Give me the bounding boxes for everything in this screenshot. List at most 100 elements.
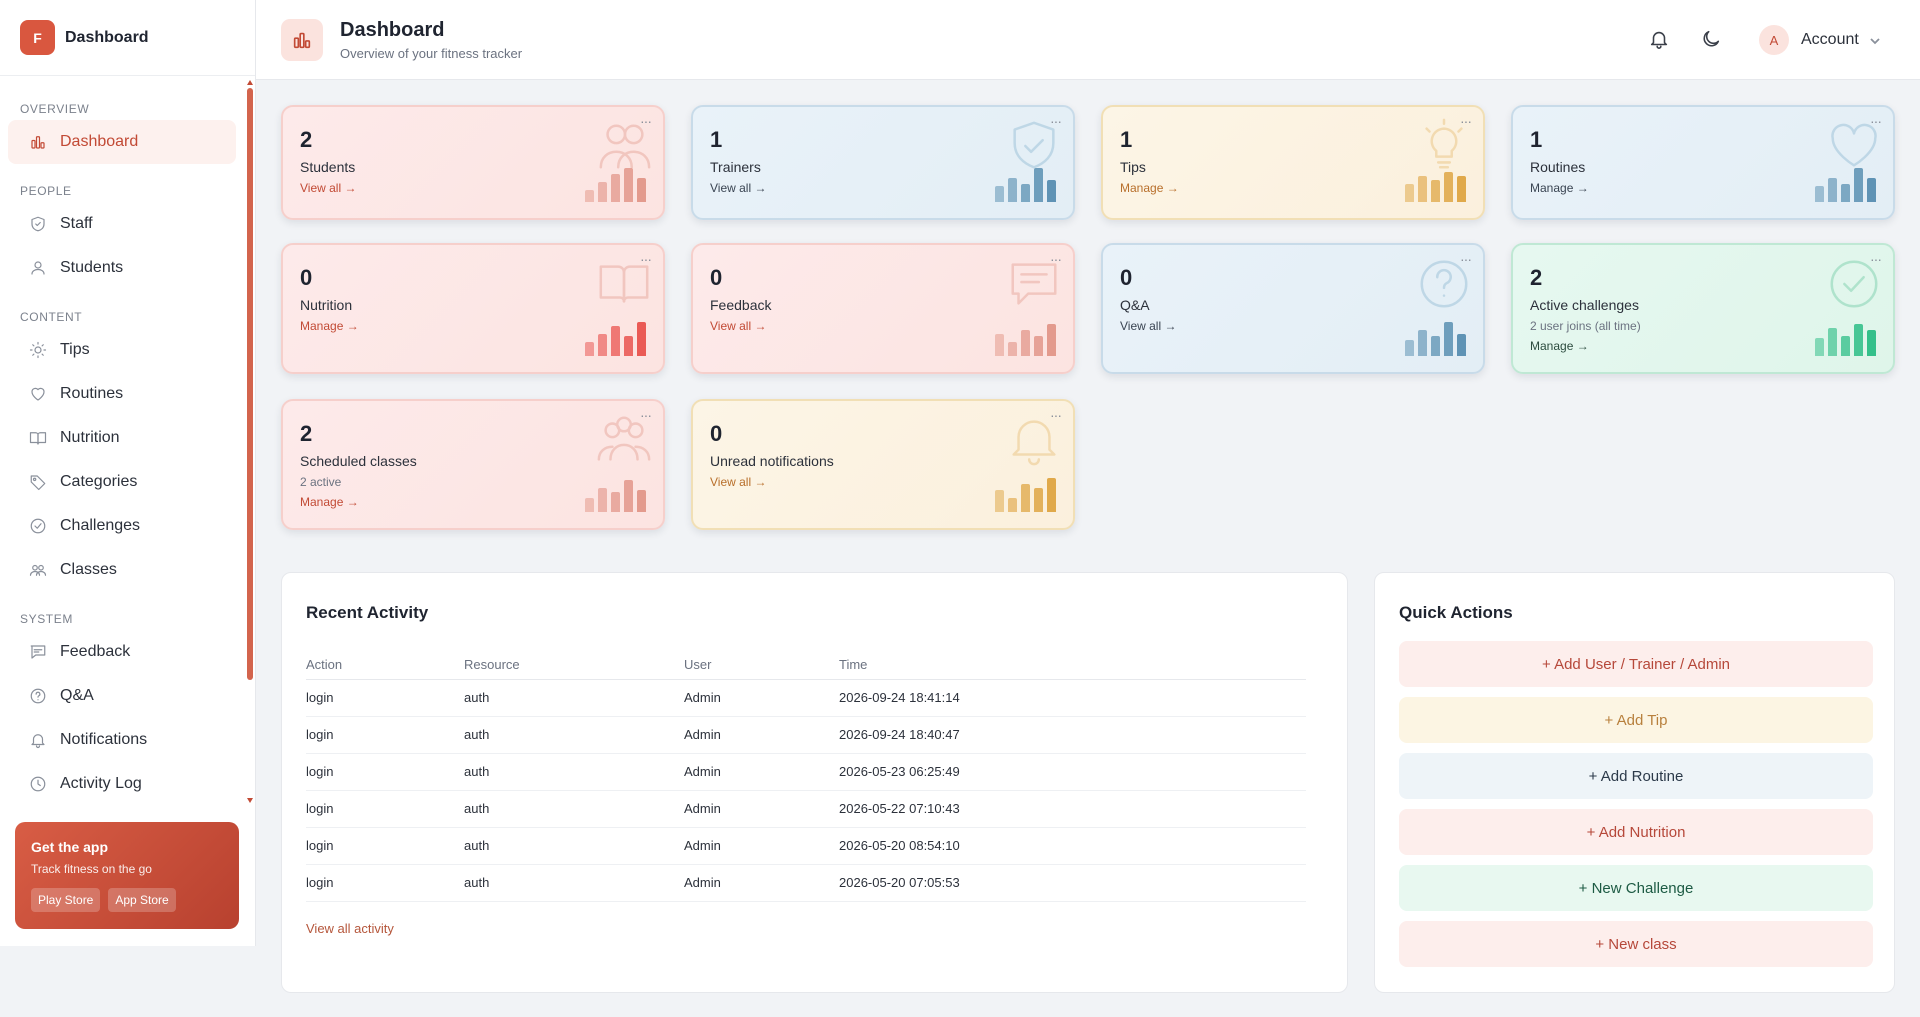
mini-bar [1841, 336, 1850, 356]
cell-user: Admin [684, 679, 839, 717]
sidebar-item-students[interactable]: Students [8, 246, 236, 290]
sidebar-item-nutrition[interactable]: Nutrition [8, 416, 236, 460]
scroll-up-arrow-icon[interactable] [247, 80, 253, 85]
mini-bar [1867, 330, 1876, 356]
view-all-link[interactable]: View all → [710, 475, 767, 489]
bar-chart-icon [293, 32, 311, 49]
sidebar-item-tips[interactable]: Tips [8, 328, 236, 372]
add-routine-button[interactable]: + Add Routine [1399, 753, 1873, 799]
get-app-subtitle: Track fitness on the go [31, 862, 152, 876]
more-icon[interactable]: ··· [1870, 251, 1882, 267]
group-icon [597, 416, 651, 461]
sidebar-item-staff[interactable]: Staff [8, 202, 236, 246]
brand[interactable]: F Dashboard [0, 0, 255, 76]
section-system: SYSTEM [20, 612, 73, 626]
more-icon[interactable]: ··· [1870, 113, 1882, 129]
mini-bar [598, 334, 607, 356]
view-all-link[interactable]: View all → [710, 319, 767, 333]
scrollbar-thumb[interactable] [247, 88, 253, 680]
manage-link[interactable]: Manage → [300, 319, 359, 333]
mini-bar [611, 174, 620, 202]
sidebar-item-feedback[interactable]: Feedback [8, 630, 236, 674]
message-icon [1011, 263, 1057, 305]
add-nutrition-button[interactable]: + Add Nutrition [1399, 809, 1873, 855]
new-class-button[interactable]: + New class [1399, 921, 1873, 967]
more-icon[interactable]: ··· [1050, 407, 1062, 423]
sidebar-item-notifications[interactable]: Notifications [8, 718, 236, 762]
cell-user: Admin [684, 864, 839, 902]
column-header: Time [839, 651, 1306, 680]
sidebar-item-classes[interactable]: Classes [8, 548, 236, 592]
stat-card-active-challenges[interactable]: 2 Active challenges 2 user joins (all ti… [1511, 243, 1895, 374]
cell-time: 2026-05-23 06:25:49 [839, 753, 1306, 791]
account-menu[interactable]: A Account [1759, 22, 1881, 58]
mini-bar-chart [1815, 168, 1876, 202]
view-all-link[interactable]: View all → [300, 181, 357, 195]
stat-card-scheduled-classes[interactable]: 2 Scheduled classes 2 active Manage → ··… [281, 399, 665, 530]
stat-card-tips[interactable]: 1 Tips Manage → ··· [1101, 105, 1485, 220]
sidebar-item-categories[interactable]: Categories [8, 460, 236, 504]
table-header-row: Action Resource User Time [306, 651, 1306, 680]
theme-toggle-button[interactable] [1700, 28, 1722, 50]
add-tip-button[interactable]: + Add Tip [1399, 697, 1873, 743]
stat-card-trainers[interactable]: 1 Trainers View all → ··· [691, 105, 1075, 220]
view-all-link[interactable]: View all → [1120, 319, 1177, 333]
mini-bar [1405, 184, 1414, 202]
manage-link[interactable]: Manage → [300, 495, 359, 509]
manage-link[interactable]: Manage → [1530, 181, 1589, 195]
add-user-button[interactable]: + Add User / Trainer / Admin [1399, 641, 1873, 687]
more-icon[interactable]: ··· [640, 407, 652, 423]
stat-label: Active challenges [1530, 297, 1639, 313]
sidebar-item-label: Challenges [60, 517, 141, 534]
mini-bar [1008, 498, 1017, 512]
lightbulb-icon [29, 341, 47, 359]
stat-card-qa[interactable]: 0 Q&A View all → ··· [1101, 243, 1485, 374]
scroll-down-arrow-icon[interactable] [247, 798, 253, 803]
quick-actions-title: Quick Actions [1399, 603, 1513, 622]
more-icon[interactable]: ··· [1460, 251, 1472, 267]
more-icon[interactable]: ··· [640, 113, 652, 129]
more-icon[interactable]: ··· [1050, 251, 1062, 267]
stat-card-nutrition[interactable]: 0 Nutrition Manage → ··· [281, 243, 665, 374]
sidebar-item-qa[interactable]: Q&A [8, 674, 236, 718]
stat-label: Unread notifications [710, 453, 834, 469]
sidebar-item-label: Tips [60, 341, 90, 358]
app-store-button[interactable]: App Store [108, 888, 176, 912]
sidebar-item-activity[interactable]: Activity Log [8, 762, 236, 800]
sidebar-item-routines[interactable]: Routines [8, 372, 236, 416]
more-icon[interactable]: ··· [640, 251, 652, 267]
check-circle-icon [1830, 260, 1878, 308]
notifications-button[interactable] [1648, 28, 1670, 50]
sidebar-item-challenges[interactable]: Challenges [8, 504, 236, 548]
users-icon [599, 124, 651, 169]
table-row: login auth Admin 2026-05-20 08:54:10 [306, 827, 1306, 865]
mini-bar [1828, 328, 1837, 356]
stat-value: 1 [1530, 127, 1543, 152]
more-icon[interactable]: ··· [1050, 113, 1062, 129]
mini-bar [1418, 176, 1427, 202]
more-icon[interactable]: ··· [1460, 113, 1472, 129]
play-store-button[interactable]: Play Store [31, 888, 101, 912]
mini-bar [585, 498, 594, 512]
mini-bar [1047, 324, 1056, 356]
manage-link[interactable]: Manage → [1120, 181, 1179, 195]
view-all-activity-link[interactable]: View all activity [306, 921, 394, 936]
tag-icon [30, 475, 46, 491]
cell-action: login [306, 716, 464, 754]
avatar: A [1759, 25, 1789, 55]
stat-value: 2 [1530, 265, 1543, 290]
stat-card-routines[interactable]: 1 Routines Manage → ··· [1511, 105, 1895, 220]
manage-link[interactable]: Manage → [1530, 339, 1589, 353]
sidebar-item-dashboard[interactable]: Dashboard [8, 120, 236, 164]
table-row: login auth Admin 2026-05-22 07:10:43 [306, 790, 1306, 828]
view-all-link[interactable]: View all → [710, 181, 767, 195]
stat-card-students[interactable]: 2 Students View all → ··· [281, 105, 665, 220]
stat-card-unread-notifications[interactable]: 0 Unread notifications View all → ··· [691, 399, 1075, 530]
cell-user: Admin [684, 790, 839, 828]
mini-bar [1828, 178, 1837, 202]
mini-bar [624, 480, 633, 512]
page-subtitle: Overview of your fitness tracker [340, 46, 523, 61]
stat-card-feedback[interactable]: 0 Feedback View all → ··· [691, 243, 1075, 374]
sidebar-scrollbar[interactable] [246, 78, 254, 803]
new-challenge-button[interactable]: + New Challenge [1399, 865, 1873, 911]
